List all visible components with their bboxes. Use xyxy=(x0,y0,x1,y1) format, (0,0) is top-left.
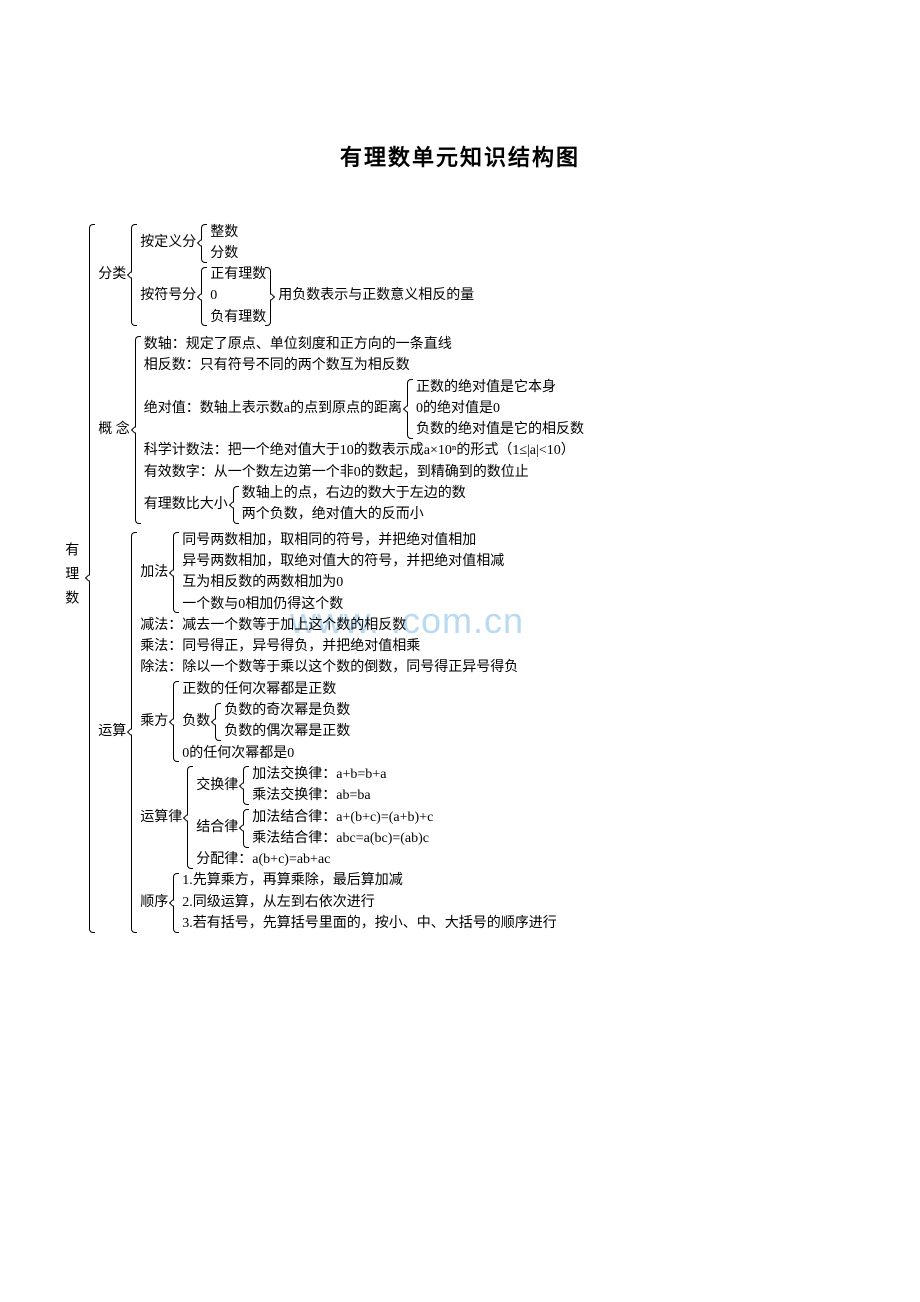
leaf: 两个负数，绝对值大的反而小 xyxy=(242,505,466,526)
leaf: 加法交换律：a+b=b+a xyxy=(252,764,386,785)
bidaxiao-label: 有理数比大小 xyxy=(144,495,230,515)
leaf: 减法：减去一个数等于加上这个数的相反数 xyxy=(140,615,557,636)
leaf: 乘法：同号得正，异号得负，并把绝对值相乘 xyxy=(140,637,557,658)
fuhao-node: 按符号分 正有理数 0 负有理数 xyxy=(140,265,278,329)
leaf: 负数的绝对值是它的相反数 xyxy=(416,420,584,441)
dingyi-label: 按定义分 xyxy=(140,233,198,253)
leaf: 正有理数 xyxy=(210,265,266,286)
brace-icon xyxy=(184,764,192,870)
juedui-node: 绝对值：数轴上表示数a的点到原点的距离 正数的绝对值是它本身 0的绝对值是0 负… xyxy=(144,377,584,441)
leaf: 数轴：规定了原点、单位刻度和正方向的一条直线 xyxy=(144,334,584,355)
leaf: 异号两数相加，取绝对值大的符号，并把绝对值相减 xyxy=(182,551,504,572)
brace-icon xyxy=(240,807,248,850)
fuhao-label: 按符号分 xyxy=(140,286,198,306)
yunsuan-label: 运算 xyxy=(98,722,128,742)
yunsuanlv-node: 运算律 交换律 加法交换律：a+b=b+a 乘法交换律：ab=ba xyxy=(140,764,557,870)
shunxu-label: 顺序 xyxy=(140,893,170,913)
bidaxiao-node: 有理数比大小 数轴上的点，右边的数大于左边的数 两个负数，绝对值大的反而小 xyxy=(144,484,584,527)
root-node: 有理数 分类 按定义分 整数 分数 xyxy=(60,222,860,935)
leaf: 同号两数相加，取相同的符号，并把绝对值相加 xyxy=(182,530,504,551)
leaf: 数轴上的点，右边的数大于左边的数 xyxy=(242,484,466,505)
brace-icon xyxy=(198,265,206,329)
leaf: 整数 xyxy=(210,222,238,243)
leaf: 正数的绝对值是它本身 xyxy=(416,377,584,398)
root-label: 有理数 xyxy=(60,542,86,614)
fenlei-label: 分类 xyxy=(98,265,128,285)
leaf: 0的绝对值是0 xyxy=(416,398,584,419)
fushu-node: 负数 负数的奇次幂是负数 负数的偶次幂是正数 xyxy=(182,701,350,744)
leaf: 负数的偶次幂是正数 xyxy=(224,722,350,743)
brace-icon xyxy=(128,530,136,935)
gainian-label: 概 念 xyxy=(98,420,132,440)
gainian-node: 概 念 数轴：规定了原点、单位刻度和正方向的一条直线 相反数：只有符号不同的两个… xyxy=(98,334,584,526)
leaf: 正数的任何次幂都是正数 xyxy=(182,679,350,700)
leaf: 科学计数法：把一个绝对值大于10的数表示成a×10ⁿ的形式（1≤|a|<10） xyxy=(144,441,584,462)
chengfang-node: 乘方 正数的任何次幂都是正数 负数 负数的奇次幂是负数 负数的偶次幂是正数 xyxy=(140,679,557,764)
tree-root: 有理数 分类 按定义分 整数 分数 xyxy=(60,222,860,935)
chengfang-label: 乘方 xyxy=(140,712,170,732)
fuhao-tail: 用负数表示与正数意义相反的量 xyxy=(278,286,474,307)
fushu-label: 负数 xyxy=(182,712,212,732)
leaf: 乘法交换律：ab=ba xyxy=(252,786,386,807)
brace-icon xyxy=(266,265,274,329)
leaf: 除法：除以一个数等于乘以这个数的倒数，同号得正异号得负 xyxy=(140,658,557,679)
leaf: 负数的奇次幂是负数 xyxy=(224,701,350,722)
yunsuan-node: 运算 加法 同号两数相加，取相同的符号，并把绝对值相加 异号两数相加，取绝对值大… xyxy=(98,530,584,935)
fuhao-row: 按符号分 正有理数 0 负有理数 用负数表示与正数意义相反的量 xyxy=(140,265,474,329)
brace-icon xyxy=(170,871,178,935)
leaf: 0 xyxy=(210,286,266,307)
fenlei-node: 分类 按定义分 整数 分数 按符号 xyxy=(98,222,584,328)
leaf: 分数 xyxy=(210,243,238,264)
leaf: 加法结合律：a+(b+c)=(a+b)+c xyxy=(252,807,433,828)
dingyi-node: 按定义分 整数 分数 xyxy=(140,222,474,265)
brace-icon xyxy=(404,377,412,441)
brace-icon xyxy=(128,222,136,328)
jiaohuan-label: 交换律 xyxy=(196,776,240,796)
jiehe-label: 结合律 xyxy=(196,818,240,838)
leaf: 3.若有括号，先算括号里面的，按小、中、大括号的顺序进行 xyxy=(182,914,557,935)
leaf: 有效数字：从一个数左边第一个非0的数起，到精确到的数位止 xyxy=(144,462,584,483)
brace-icon xyxy=(86,222,94,935)
yunsuanlv-label: 运算律 xyxy=(140,808,184,828)
page-title: 有理数单元知识结构图 xyxy=(60,140,860,172)
juedui-label: 绝对值：数轴上表示数a的点到原点的距离 xyxy=(144,399,404,419)
jiehe-node: 结合律 加法结合律：a+(b+c)=(a+b)+c 乘法结合律：abc=a(bc… xyxy=(196,807,433,850)
brace-icon xyxy=(212,701,220,744)
brace-icon xyxy=(240,764,248,807)
brace-icon xyxy=(230,484,238,527)
leaf: 互为相反数的两数相加为0 xyxy=(182,573,504,594)
jiafa-node: 加法 同号两数相加，取相同的符号，并把绝对值相加 异号两数相加，取绝对值大的符号… xyxy=(140,530,557,615)
brace-icon xyxy=(170,530,178,615)
leaf: 乘法结合律：abc=a(bc)=(ab)c xyxy=(252,828,433,849)
leaf: 2.同级运算，从左到右依次进行 xyxy=(182,892,557,913)
brace-icon xyxy=(170,679,178,764)
leaf: 1.先算乘方，再算乘除，最后算加减 xyxy=(182,871,557,892)
page: 有理数单元知识结构图 www. .com.cn 有理数 分类 按定义分 xyxy=(0,0,920,1302)
brace-icon xyxy=(198,222,206,265)
leaf: 一个数与0相加仍得这个数 xyxy=(182,594,504,615)
leaf: 0的任何次幂都是0 xyxy=(182,743,350,764)
shunxu-node: 顺序 1.先算乘方，再算乘除，最后算加减 2.同级运算，从左到右依次进行 3.若… xyxy=(140,871,557,935)
leaf: 分配律：a(b+c)=ab+ac xyxy=(196,850,433,871)
leaf: 负有理数 xyxy=(210,307,266,328)
jiaohuan-node: 交换律 加法交换律：a+b=b+a 乘法交换律：ab=ba xyxy=(196,764,433,807)
brace-icon xyxy=(132,334,140,526)
jiafa-label: 加法 xyxy=(140,563,170,583)
leaf: 相反数：只有符号不同的两个数互为相反数 xyxy=(144,356,584,377)
